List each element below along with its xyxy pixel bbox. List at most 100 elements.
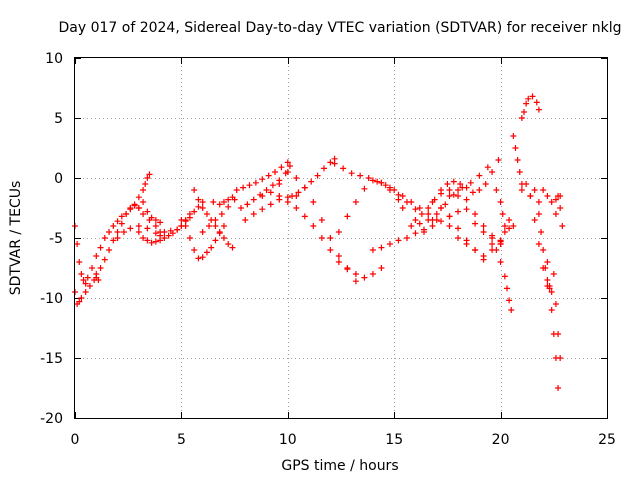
- data-point: [548, 199, 555, 205]
- data-point: [501, 273, 508, 280]
- data-point: [144, 208, 151, 215]
- y-tick-label: 10: [45, 51, 63, 67]
- data-point: [499, 211, 506, 217]
- data-point: [442, 201, 449, 208]
- data-point: [142, 181, 149, 187]
- data-point: [144, 237, 151, 244]
- data-point: [506, 217, 513, 223]
- data-point: [386, 184, 393, 191]
- data-point: [148, 239, 155, 246]
- data-point: [250, 211, 257, 217]
- data-point: [335, 253, 342, 259]
- series-arc-24: [429, 187, 504, 245]
- data-point: [497, 241, 504, 247]
- data-point: [191, 187, 198, 193]
- series-arc-5: [135, 199, 206, 246]
- series-arc-34: [535, 211, 553, 292]
- x-tick-label: 20: [492, 432, 510, 448]
- y-tick-label: -20: [40, 411, 63, 427]
- x-axis-label: GPS time / hours: [281, 458, 398, 474]
- data-point: [378, 179, 385, 186]
- data-point: [212, 237, 219, 244]
- data-point: [76, 298, 83, 305]
- data-point: [152, 223, 159, 229]
- series-arc-30: [510, 133, 525, 187]
- data-point: [518, 115, 525, 121]
- data-point: [314, 172, 321, 179]
- data-point: [489, 235, 496, 241]
- data-point: [135, 223, 142, 229]
- data-point: [301, 213, 308, 220]
- data-point: [308, 178, 315, 185]
- series-arc-22: [412, 157, 502, 223]
- data-point: [361, 185, 368, 192]
- data-point: [216, 201, 223, 208]
- data-point: [80, 277, 87, 283]
- data-point: [540, 187, 547, 193]
- data-point: [152, 217, 159, 223]
- series-arc-6: [135, 199, 164, 226]
- data-point: [476, 187, 483, 193]
- data-point: [521, 109, 528, 115]
- data-point: [552, 301, 559, 307]
- data-point: [331, 160, 338, 167]
- data-point: [140, 211, 147, 217]
- data-point: [212, 223, 219, 229]
- data-point: [374, 178, 381, 185]
- data-point: [174, 226, 181, 233]
- data-point: [208, 244, 215, 251]
- data-point: [114, 235, 121, 241]
- data-point: [548, 307, 555, 313]
- data-point: [557, 205, 564, 211]
- data-point: [559, 223, 566, 229]
- data-point: [433, 211, 440, 217]
- y-tick-labels: -20 -15 -10 -5 0 5 10: [40, 51, 63, 427]
- data-point: [378, 265, 385, 271]
- series-arc-19: [369, 208, 462, 253]
- data-point: [472, 247, 479, 253]
- data-point: [265, 172, 272, 179]
- y-axis-label: SDTVAR / TECUs: [8, 181, 24, 296]
- data-point: [352, 271, 359, 277]
- series-arc-33: [527, 187, 564, 205]
- data-point: [161, 229, 168, 235]
- data-point: [97, 244, 104, 251]
- data-point: [263, 187, 270, 193]
- data-point: [542, 265, 549, 271]
- data-point: [97, 265, 104, 271]
- data-point: [289, 193, 296, 199]
- y-tick-label: 0: [54, 171, 63, 187]
- data-point: [95, 277, 102, 283]
- data-point: [195, 203, 202, 210]
- data-point: [195, 255, 202, 262]
- data-point: [225, 241, 232, 247]
- data-point: [340, 165, 347, 172]
- series-arc-10: [210, 194, 236, 208]
- data-point: [210, 199, 217, 205]
- data-point: [510, 223, 517, 229]
- data-point: [74, 241, 81, 247]
- data-point: [552, 211, 559, 217]
- data-point: [284, 159, 291, 166]
- data-point: [533, 99, 540, 106]
- data-point: [523, 181, 530, 187]
- data-point: [552, 196, 559, 203]
- data-point: [82, 289, 89, 295]
- data-point: [508, 307, 515, 313]
- series-arc-25: [438, 205, 487, 263]
- series-arc-37: [552, 193, 566, 229]
- data-point: [93, 271, 100, 277]
- data-point: [327, 247, 334, 253]
- data-point: [455, 225, 462, 232]
- data-point: [127, 205, 134, 211]
- data-point: [82, 280, 89, 287]
- data-point: [369, 247, 376, 253]
- plot-frame: [74, 57, 608, 419]
- data-point: [429, 217, 436, 223]
- data-point: [144, 175, 151, 181]
- data-point: [225, 196, 232, 203]
- data-point: [525, 95, 532, 102]
- data-point: [144, 225, 151, 232]
- data-point: [140, 187, 147, 193]
